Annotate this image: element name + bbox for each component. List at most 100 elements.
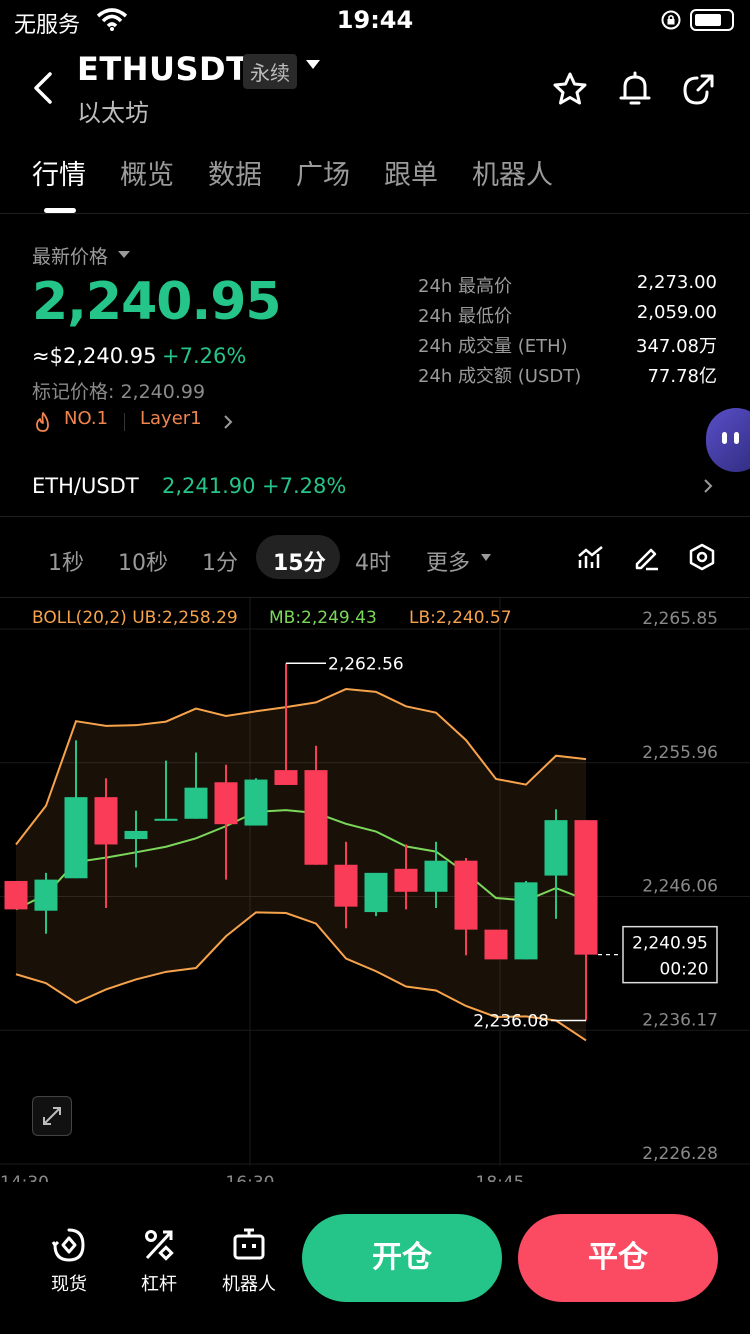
margin-nav[interactable]: 杠杆 (119, 1228, 199, 1296)
back-arrow-icon[interactable] (28, 70, 58, 106)
interval-1m[interactable]: 1分 (202, 551, 238, 576)
y-axis-tick-label: 2,246.06 (642, 877, 718, 897)
candle-body (4, 880, 28, 910)
price-type-dropdown-icon[interactable] (118, 251, 130, 258)
divider (0, 597, 750, 598)
selected-interval-pill (256, 535, 340, 579)
contract-type-badge: 永续 (243, 54, 297, 89)
x-axis-tick-label: 16:30 (226, 1173, 275, 1182)
open-position-button[interactable]: 开仓 (302, 1214, 502, 1302)
divider (0, 516, 750, 517)
tab-data[interactable]: 数据 (208, 160, 262, 191)
boll-middle-line (15, 809, 587, 911)
divider (124, 413, 125, 431)
candle-body (394, 868, 418, 892)
robot-icon (233, 1228, 265, 1260)
indicator-icon[interactable] (577, 544, 605, 570)
usd-price: ≈$2,240.95 (32, 344, 157, 368)
share-icon[interactable] (680, 70, 716, 108)
candle-body (454, 860, 478, 930)
tab-market[interactable]: 行情 (32, 160, 86, 191)
tab-copy-trade[interactable]: 跟单 (384, 160, 438, 191)
current-price-box (622, 925, 718, 984)
interval-1s[interactable]: 1秒 (48, 551, 84, 576)
spot-pair-name[interactable]: ETH/USDT (32, 474, 139, 498)
tab-square[interactable]: 广场 (296, 160, 350, 191)
symbol-dropdown-icon[interactable] (306, 60, 320, 69)
interval-more[interactable]: 更多 (426, 551, 471, 576)
boll-upper-line (15, 688, 587, 846)
candle-body (334, 864, 358, 907)
low-marker-label: 2,236.08 (473, 1012, 549, 1032)
floating-chat-bubble[interactable] (706, 408, 750, 472)
mark-price: 标记价格: 2,240.99 (32, 381, 206, 403)
rank-badge[interactable]: NO.1 (64, 408, 109, 429)
candle-body (64, 797, 88, 879)
latest-price-label[interactable]: 最新价格 (32, 246, 109, 268)
candle-body (424, 860, 448, 892)
stat-value-volume: 347.08万 (636, 336, 717, 357)
stat-label-low: 24h 最低价 (418, 306, 513, 327)
margin-label: 杠杆 (141, 1274, 177, 1295)
candle-body (154, 818, 178, 821)
battery-icon (690, 9, 734, 31)
candle-body (94, 797, 118, 845)
price-change: +7.26% (162, 344, 247, 368)
stat-value-low: 2,059.00 (636, 302, 717, 323)
chevron-right-icon[interactable] (702, 477, 714, 495)
stat-label-high: 24h 最高价 (418, 276, 513, 297)
candle-body (304, 770, 328, 865)
percent-icon (145, 1230, 174, 1261)
tab-bot[interactable]: 机器人 (472, 160, 553, 191)
candle-body (544, 820, 568, 876)
y-axis-tick-label: 2,255.96 (642, 743, 718, 763)
boll-lb: LB:2,240.57 (409, 608, 512, 628)
expand-icon (43, 1107, 61, 1125)
countdown-label: 00:20 (660, 960, 709, 980)
y-axis-tick-label: 2,236.17 (642, 1010, 718, 1030)
spot-icon (51, 1228, 85, 1262)
rotation-lock-icon (661, 10, 681, 30)
candle-body (364, 872, 388, 913)
draw-pencil-icon[interactable] (632, 543, 660, 571)
bell-icon[interactable] (617, 70, 653, 108)
x-axis-tick-label: 14:30 (0, 1173, 49, 1182)
close-position-button[interactable]: 平仓 (518, 1214, 718, 1302)
boll-params: BOLL(20,2) UB:2,258.29 (32, 608, 238, 628)
bot-label: 机器人 (222, 1274, 276, 1295)
stat-value-turnover: 77.78亿 (647, 366, 717, 387)
boll-lower-line (15, 911, 587, 1042)
status-bar: 无服务 19:44 (0, 0, 750, 40)
candlestick-chart[interactable]: 2,265.85 2,255.96 2,246.06 2,236.17 2,226.28… (0, 598, 750, 1182)
interval-15m[interactable]: 15分 (273, 551, 326, 576)
candle-body (124, 830, 148, 840)
stat-label-volume: 24h 成交量 (ETH) (418, 336, 568, 357)
y-axis-tick-label: 2,265.85 (642, 609, 718, 629)
spot-pair-change: +7.28% (262, 474, 347, 498)
bot-nav[interactable]: 机器人 (209, 1228, 289, 1296)
spot-nav[interactable]: 现货 (29, 1228, 109, 1296)
current-price-label: 2,240.95 (632, 934, 708, 954)
more-dropdown-icon[interactable] (481, 554, 491, 561)
carrier-label: 无服务 (14, 13, 81, 38)
candle-body (274, 770, 298, 785)
fire-icon (36, 412, 49, 432)
interval-4h[interactable]: 4时 (355, 551, 391, 576)
chart-settings-icon[interactable] (688, 543, 716, 571)
symbol-title[interactable]: ETHUSDT (77, 50, 249, 88)
interval-10s[interactable]: 10秒 (118, 551, 168, 576)
stat-value-high: 2,273.00 (636, 272, 717, 293)
star-icon[interactable] (551, 70, 589, 108)
clock: 19:44 (336, 6, 414, 34)
candle-body (514, 882, 538, 960)
chevron-right-icon[interactable] (222, 413, 234, 431)
tab-overview[interactable]: 概览 (120, 160, 174, 191)
spot-pair-price: 2,241.90 (162, 474, 256, 498)
boll-band-fill (16, 689, 586, 1041)
category-tag[interactable]: Layer1 (140, 408, 202, 429)
fullscreen-button[interactable] (32, 1096, 72, 1136)
asset-name: 以太坊 (77, 99, 149, 127)
candle-body (574, 820, 598, 955)
spot-label: 现货 (51, 1274, 87, 1295)
active-tab-indicator (44, 208, 76, 213)
